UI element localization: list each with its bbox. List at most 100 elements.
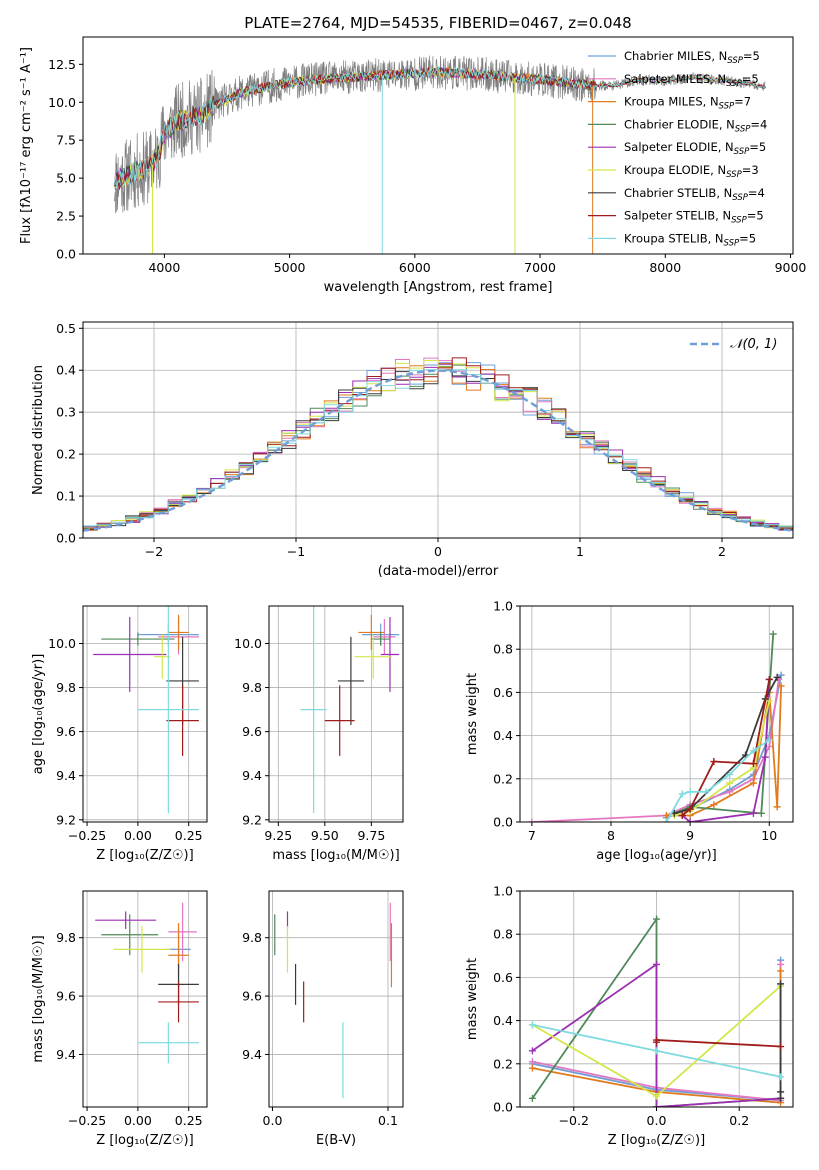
errorbar-point <box>373 619 396 655</box>
series-marker <box>749 760 757 768</box>
panel-age-vs-Z: −0.25 0.00 0.25 9.2 9.4 9.6 9.8 10.0 Z [log₁₀(Z/… <box>31 605 208 863</box>
normal-curve <box>83 369 793 532</box>
x-axis-label: Z [log₁₀(Z/Z☉)] <box>96 848 193 863</box>
series-marker <box>773 673 781 681</box>
x-tick-label: 1 <box>576 544 584 559</box>
series-marker <box>726 788 734 796</box>
series-marker <box>528 1064 536 1072</box>
x-tick: 9.25 <box>264 822 292 843</box>
x-tick-label: 9000 <box>775 260 807 275</box>
x-tick-label: 5000 <box>274 260 306 275</box>
y-tick: 9.2 <box>56 812 83 827</box>
y-tick-label: 0.0 <box>56 247 76 262</box>
y-tick: 9.8 <box>56 680 83 695</box>
y-tick: 0.0 <box>493 1100 520 1115</box>
y-axis-label: Flux [fλ10⁻¹⁷ erg cm⁻² s⁻¹ A⁻¹] <box>19 47 34 244</box>
legend: Chabrier MILES, NSSP=5 Salpeter MILES, NS… <box>588 49 767 248</box>
y-tick-label: 2.5 <box>56 209 76 224</box>
errorbar-point <box>154 634 171 679</box>
x-tick-label: 8 <box>607 828 615 843</box>
y-tick-label: 0.2 <box>493 771 513 786</box>
axes-frame <box>82 890 208 1108</box>
x-tick: −0.25 <box>68 1107 106 1128</box>
y-tick-label: 5.0 <box>56 171 76 186</box>
x-tick-label: −0.25 <box>68 828 106 843</box>
axes-frame <box>268 605 404 823</box>
series-marker <box>528 818 536 822</box>
legend-item: Salpeter STELIB, NSSP=5 <box>588 209 764 226</box>
series-marker <box>662 812 670 820</box>
x-tick: 10 <box>761 822 777 843</box>
series-marker <box>777 980 785 988</box>
x-tick: 6000 <box>399 254 431 275</box>
y-tick-label: 0.0 <box>493 815 513 830</box>
y-tick-label: 7.5 <box>56 133 76 148</box>
y-tick: 9.4 <box>242 1047 269 1062</box>
y-axis-label: mass weight <box>465 673 480 755</box>
x-tick-label: 4000 <box>148 260 180 275</box>
legend-label: Chabrier STELIB, NSSP=4 <box>624 186 765 203</box>
y-tick: 0.6 <box>493 685 520 700</box>
x-tick-label: 0.0 <box>647 1113 667 1128</box>
panel-massweight-vs-age: 7 8 9 10 0.0 0.2 0.4 0.6 0.8 1.0 age [log₁₀(age/yr… <box>465 599 794 863</box>
errorbar-point <box>324 685 355 756</box>
x-axis-label: Z [log₁₀(Z/Z☉)] <box>96 1133 193 1148</box>
y-tick-label: 9.6 <box>56 724 76 739</box>
legend-item: Kroupa STELIB, NSSP=5 <box>588 231 756 248</box>
series-marker <box>653 1047 660 1055</box>
y-tick-label: 0.0 <box>56 531 76 546</box>
x-tick: 0.00 <box>124 1107 152 1128</box>
series-marker <box>777 682 785 690</box>
series-marker <box>726 770 734 778</box>
y-tick: 9.4 <box>242 768 269 783</box>
mass-weight-series <box>662 736 773 822</box>
x-tick-label: 2 <box>718 544 726 559</box>
y-tick: 0.5 <box>56 321 83 336</box>
y-tick-label: 12.5 <box>48 57 76 72</box>
y-tick: 0.8 <box>493 927 520 942</box>
y-tick: 1.0 <box>493 884 520 899</box>
x-tick-label: 8000 <box>649 260 681 275</box>
series-line <box>531 679 780 822</box>
y-tick: 9.4 <box>56 768 83 783</box>
series-marker <box>686 788 694 796</box>
x-tick: 7 <box>528 822 536 843</box>
x-axis-label: (data-model)/error <box>378 564 499 579</box>
x-axis-label: Z [log₁₀(Z/Z☉)] <box>608 1133 705 1148</box>
y-tick-label: 10.0 <box>48 636 76 651</box>
y-tick-label: 9.8 <box>56 930 76 945</box>
plot-area <box>528 630 785 822</box>
x-tick: 9.50 <box>311 822 339 843</box>
y-tick: 9.2 <box>242 812 269 827</box>
errorbar-point <box>137 1022 199 1064</box>
x-tick-label: 9 <box>686 828 694 843</box>
series-marker <box>777 671 785 679</box>
series-marker <box>653 1103 660 1107</box>
series-marker <box>769 630 777 638</box>
x-tick-label: −1 <box>287 544 305 559</box>
panel-spectrum: 4000 5000 6000 7000 8000 9000 0.0 2.5 5.0 7.5 10.0… <box>19 36 807 295</box>
axes-frame <box>519 605 794 823</box>
axes-frame <box>82 605 208 823</box>
y-tick: 0.0 <box>493 815 520 830</box>
panel-massweight-vs-Z: −0.2 0.0 0.2 0.0 0.2 0.4 0.6 0.8 1.0 Z [log₁₀(Z/Z… <box>465 884 794 1148</box>
errorbar-point <box>137 606 199 814</box>
plot-area <box>528 915 785 1107</box>
series-marker <box>653 1036 660 1044</box>
series-line <box>531 962 781 1107</box>
y-tick: 5.0 <box>56 171 83 186</box>
x-tick: 0.0 <box>263 1107 283 1128</box>
x-axis-label: E(B-V) <box>316 1133 356 1148</box>
y-axis-label: age [log₁₀(age/yr)] <box>31 654 46 775</box>
x-tick-label: 0.0 <box>263 1113 283 1128</box>
x-axis-label: mass [log₁₀(M/M☉)] <box>272 848 399 863</box>
y-tick-label: 9.4 <box>56 768 76 783</box>
x-tick: 9.75 <box>357 822 385 843</box>
y-tick: 9.6 <box>242 724 269 739</box>
y-axis-label: mass [log₁₀(M/M☉)] <box>31 935 46 1062</box>
x-tick: 9000 <box>775 254 807 275</box>
y-tick: 9.8 <box>56 930 83 945</box>
y-tick-label: 0.5 <box>56 321 76 336</box>
y-tick: 0.3 <box>56 405 83 420</box>
x-tick: 0.2 <box>729 1107 749 1128</box>
